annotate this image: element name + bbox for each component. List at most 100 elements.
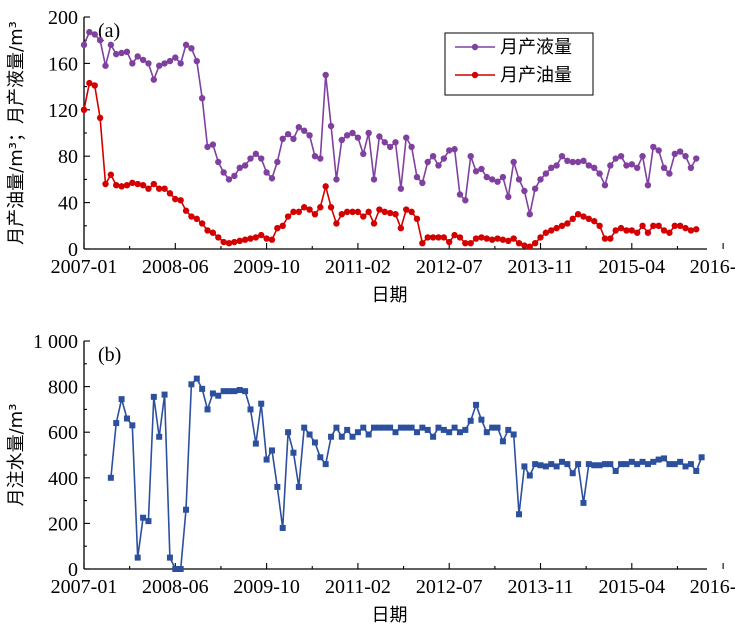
oil-series-point — [236, 237, 243, 245]
liquid-series-point — [537, 176, 544, 183]
injection-series-point — [693, 467, 700, 474]
liquid-series-point — [129, 60, 136, 67]
injection-series-point — [188, 381, 195, 388]
liquid-series-point — [612, 155, 619, 162]
injection-series-point — [107, 474, 114, 481]
liquid-series-point — [435, 162, 442, 169]
liquid-series-point — [139, 56, 147, 64]
y-tick-label: 80 — [58, 146, 78, 168]
injection-series-point — [365, 431, 372, 438]
oil-series-point — [91, 82, 98, 89]
oil-series-point — [591, 217, 598, 225]
liquid-series-point — [333, 176, 340, 183]
oil-series-point — [655, 222, 662, 229]
oil-series-point — [107, 171, 115, 178]
liquid-series-point — [660, 164, 668, 171]
x-tick-label: 2012-07 — [416, 256, 483, 278]
liquid-series-point — [204, 143, 211, 151]
liquid-series-point — [408, 143, 415, 151]
injection-series-point — [542, 463, 549, 470]
injection-series-point — [290, 449, 297, 456]
liquid-series-point — [392, 139, 399, 146]
injection-series-point — [242, 388, 249, 395]
x-tick-label: 2015-04 — [598, 256, 665, 278]
injection-series-point — [607, 461, 614, 468]
oil-series-point — [247, 235, 254, 242]
injection-series-point — [666, 461, 673, 468]
liquid-series-point — [419, 179, 426, 187]
oil-series-point — [633, 229, 641, 236]
injection-series-point — [451, 424, 458, 431]
oil-series-point — [607, 235, 614, 242]
liquid-series-point — [451, 146, 458, 153]
oil-series-point — [666, 229, 673, 236]
liquid-series-point — [343, 132, 351, 139]
injection-series-point — [236, 387, 243, 394]
panel-b: 0 200 400 600 800 1 000 2007-01 2008-06 2009-10 2… — [6, 331, 735, 626]
injection-series-point — [301, 424, 308, 431]
injection-series-point — [392, 429, 399, 436]
injection-series-point — [591, 462, 598, 469]
oil-series-point — [531, 240, 539, 247]
legend-box — [444, 32, 594, 96]
liquid-series-point — [155, 62, 163, 69]
x-tick-label: 2016-08 — [690, 576, 735, 598]
oil-series-point — [408, 208, 415, 216]
oil-series-point — [279, 222, 286, 229]
oil-series-point — [676, 222, 684, 229]
oil-series-point — [596, 222, 603, 229]
x-tick-label: 2009-10 — [233, 256, 300, 278]
injection-series-point — [682, 463, 689, 470]
injection-series-point — [558, 458, 565, 465]
liquid-series-point — [682, 153, 689, 160]
oil-series-point — [263, 235, 270, 242]
oil-series-point — [435, 234, 442, 241]
liquid-series-point — [225, 176, 233, 183]
oil-series-point — [451, 231, 458, 239]
injection-series-point — [263, 456, 270, 463]
liquid-series-point — [623, 162, 630, 169]
oil-series-point — [483, 235, 491, 242]
oil-series-point — [241, 236, 249, 243]
liquid-series-point — [284, 130, 292, 138]
oil-series-point — [429, 234, 437, 241]
injection-series-point — [580, 499, 587, 506]
injection-series-point — [462, 426, 469, 433]
oil-series-point — [403, 206, 410, 213]
injection-series-point — [628, 458, 635, 465]
liquid-series-point — [591, 164, 598, 171]
oil-series-point — [145, 185, 152, 192]
oil-series-point — [526, 243, 533, 250]
liquid-series-point — [585, 162, 593, 169]
liquid-series-point — [91, 31, 98, 38]
liquid-series-point — [666, 170, 673, 177]
oil-series-point — [548, 227, 555, 234]
oil-series-point — [521, 242, 528, 249]
injection-series-point — [489, 424, 496, 431]
x-axis-label: 日期 — [372, 605, 408, 626]
oil-series-point — [225, 240, 233, 247]
liquid-series-point — [650, 143, 657, 151]
y-tick-label: 1 000 — [33, 331, 78, 353]
oil-series-point — [671, 222, 678, 229]
injection-series-point — [499, 438, 506, 445]
legend-label: 月产液量 — [500, 37, 572, 58]
liquid-series-point — [553, 162, 560, 169]
oil-series-point — [258, 231, 265, 239]
liquid-series-point — [317, 155, 324, 162]
liquid-series-point — [386, 143, 394, 151]
oil-series-point — [478, 234, 485, 241]
liquid-series-point — [531, 185, 539, 192]
injection-series-point — [274, 483, 281, 490]
injection-series-point — [123, 415, 130, 422]
oil-series-point — [639, 222, 646, 229]
oil-series-point — [161, 185, 168, 192]
x-tick-label: 2007-01 — [51, 576, 118, 598]
injection-series-point — [258, 400, 265, 407]
liquid-series-point — [429, 153, 437, 160]
injection-series-point — [639, 458, 646, 465]
injection-series-point — [440, 426, 447, 433]
injection-series-point — [397, 424, 404, 431]
injection-series-point — [548, 461, 555, 468]
liquid-series-point — [644, 182, 652, 189]
